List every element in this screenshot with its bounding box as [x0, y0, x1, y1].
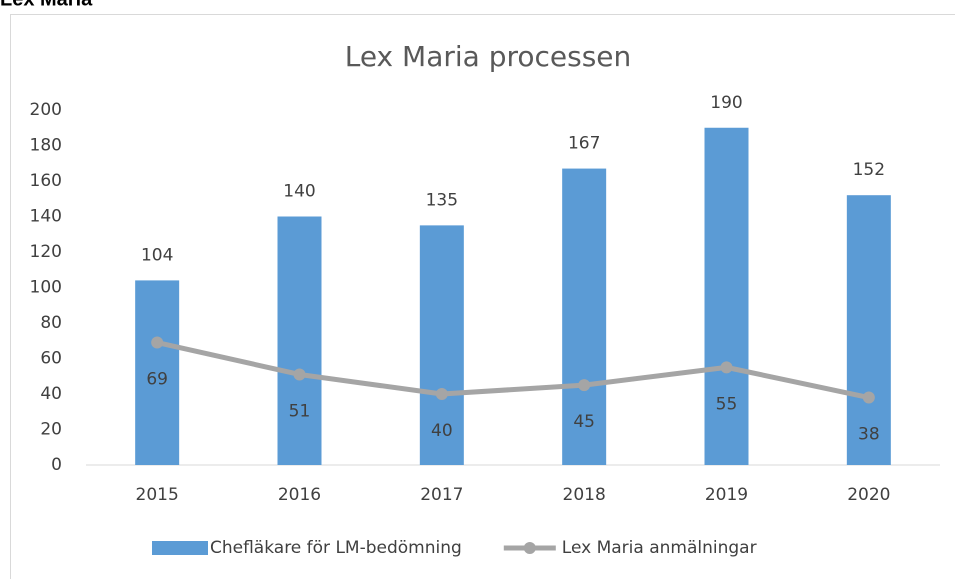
- chart-title: Lex Maria processen: [345, 40, 632, 73]
- x-tick-label: 2019: [705, 485, 748, 505]
- legend-marker: [523, 542, 536, 554]
- line-value-label: 55: [716, 394, 738, 414]
- x-tick-label: 2018: [563, 485, 606, 505]
- legend-label: Chefläkare för LM-bedömning: [210, 538, 462, 558]
- line-marker: [293, 368, 306, 381]
- y-tick-label: 120: [30, 242, 62, 262]
- line-value-label: 51: [289, 401, 311, 421]
- line-marker: [151, 336, 164, 349]
- line-value-label: 38: [858, 425, 880, 445]
- legend-label: Lex Maria anmälningar: [562, 538, 757, 558]
- x-tick-label: 2017: [420, 485, 463, 505]
- line-marker: [720, 361, 733, 374]
- bar: [135, 280, 180, 465]
- bar: [277, 216, 322, 465]
- line: [156, 340, 870, 400]
- page-heading: Lex Maria: [0, 0, 93, 10]
- y-tick-label: 200: [30, 100, 62, 120]
- bar-value-label: 135: [426, 190, 458, 210]
- y-tick-label: 40: [40, 384, 62, 404]
- line-marker: [435, 388, 448, 400]
- bar: [562, 168, 607, 465]
- x-tick-label: 2016: [278, 485, 321, 505]
- line-marker: [862, 391, 875, 404]
- bar: [704, 127, 749, 465]
- line-marker: [578, 379, 591, 392]
- bar-value-label: 140: [283, 182, 315, 202]
- y-tick-label: 20: [40, 420, 62, 440]
- y-tick-label: 80: [40, 313, 62, 333]
- y-tick-label: 180: [30, 136, 62, 156]
- x-tick-label: 2020: [847, 485, 890, 505]
- y-tick-label: 100: [30, 278, 62, 298]
- line-value-label: 40: [431, 421, 453, 441]
- line-value-label: 45: [573, 412, 595, 432]
- bar-value-label: 167: [568, 134, 600, 154]
- bar-value-label: 104: [141, 245, 173, 265]
- legend-swatch: [152, 541, 208, 555]
- bar: [846, 195, 891, 465]
- bar-value-label: 152: [853, 160, 885, 180]
- line-value-label: 69: [146, 370, 168, 390]
- y-tick-label: 160: [30, 171, 62, 191]
- y-tick-label: 60: [40, 349, 62, 369]
- y-tick-label: 0: [51, 455, 62, 475]
- bar: [419, 225, 464, 465]
- bar-value-label: 190: [710, 93, 742, 113]
- x-tick-label: 2015: [136, 485, 179, 505]
- y-tick-label: 140: [30, 207, 62, 227]
